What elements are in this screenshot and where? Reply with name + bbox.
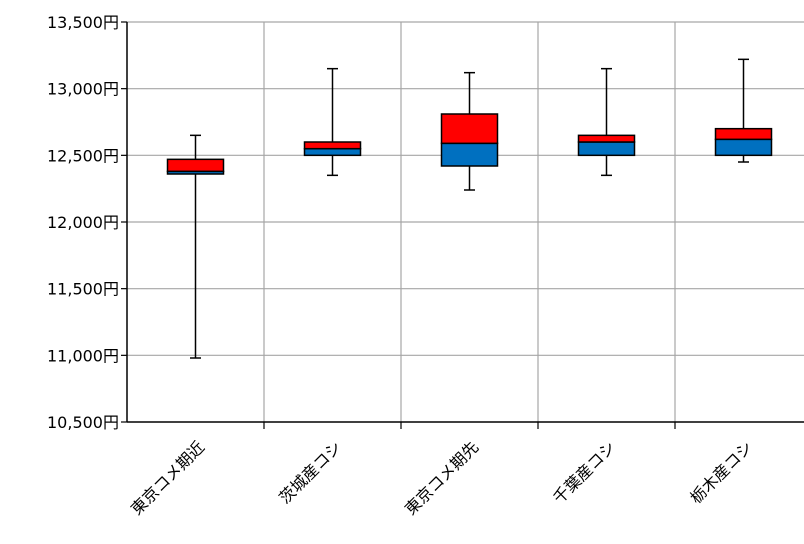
box-4 bbox=[577, 67, 636, 177]
upper-box bbox=[166, 158, 225, 173]
lower-box bbox=[440, 142, 499, 167]
x-category-label: 茨城産コシ bbox=[275, 437, 345, 507]
y-tick-label: 12,000円 bbox=[47, 213, 119, 232]
y-tick-label: 11,000円 bbox=[47, 346, 119, 365]
upper-box bbox=[714, 127, 773, 141]
lower-box bbox=[303, 147, 362, 157]
box-1 bbox=[166, 134, 225, 359]
lower-box bbox=[577, 141, 636, 157]
gridlines bbox=[127, 21, 804, 422]
box-5 bbox=[714, 58, 773, 163]
y-tick-label: 12,500円 bbox=[47, 146, 119, 165]
upper-box bbox=[303, 141, 362, 150]
x-category-label: 東京コメ期近 bbox=[127, 437, 208, 518]
y-tick-label: 11,500円 bbox=[47, 280, 119, 299]
lower-box bbox=[714, 138, 773, 157]
upper-box bbox=[440, 113, 499, 145]
y-tick-label: 10,500円 bbox=[47, 413, 119, 432]
upper-box bbox=[577, 134, 636, 143]
x-category-label: 栃木産コシ bbox=[686, 437, 756, 507]
y-tick-label: 13,500円 bbox=[47, 13, 119, 32]
box-2 bbox=[303, 67, 362, 177]
x-category-labels: 東京コメ期近 茨城産コシ 東京コメ期先 千葉産コシ 栃木産コシ bbox=[127, 437, 756, 518]
boxes bbox=[166, 58, 773, 359]
box-3 bbox=[440, 71, 499, 191]
y-tick-label: 13,000円 bbox=[47, 80, 119, 99]
x-category-label: 千葉産コシ bbox=[549, 437, 619, 507]
x-category-label: 東京コメ期先 bbox=[401, 437, 482, 518]
y-tick-labels: 10,500円 11,000円 11,500円 12,000円 12,500円 13,00… bbox=[47, 13, 119, 432]
axes bbox=[121, 21, 804, 429]
